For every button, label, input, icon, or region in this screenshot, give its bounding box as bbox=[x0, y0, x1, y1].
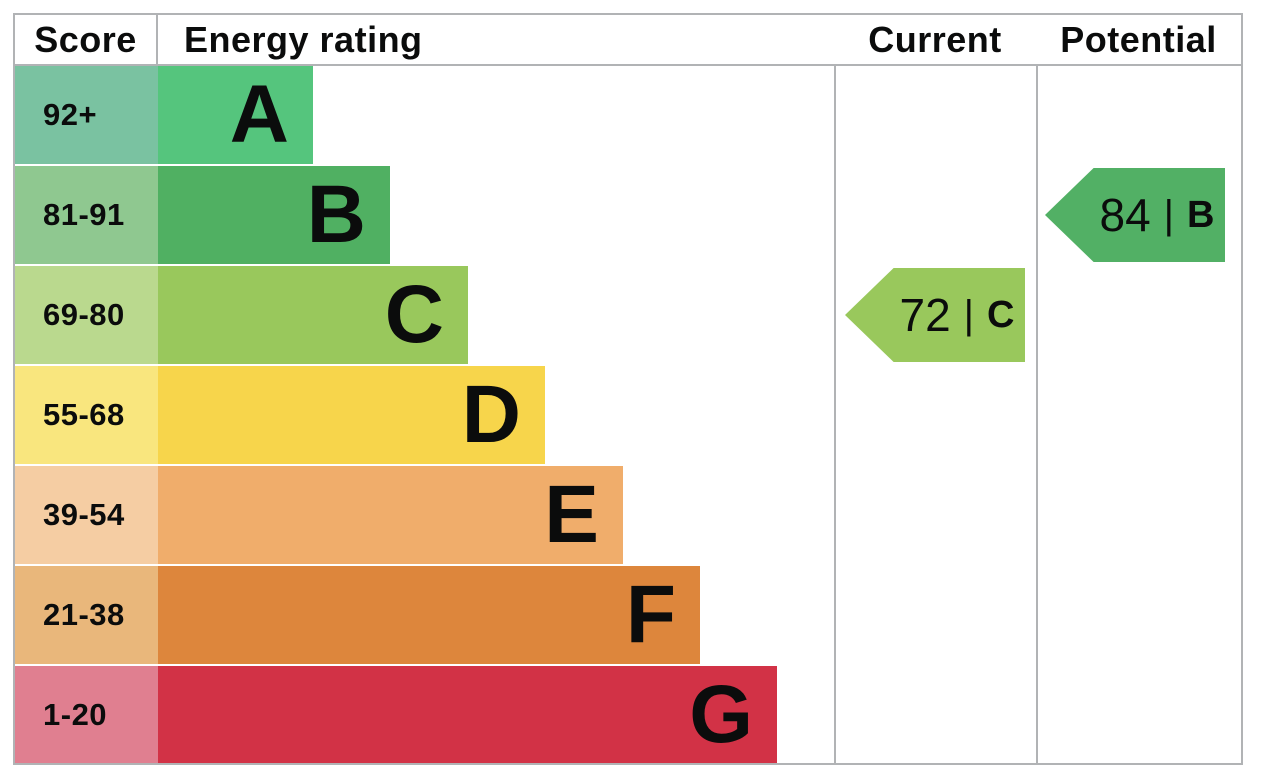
band-score-range: 21-38 bbox=[15, 566, 158, 664]
epc-chart: Score Energy rating Current Potential 92… bbox=[13, 13, 1243, 765]
rating-separator: | bbox=[1163, 192, 1175, 237]
band-score-range: 92+ bbox=[15, 66, 158, 164]
band-letter: A bbox=[229, 69, 289, 160]
header-potential-label: Potential bbox=[1060, 18, 1217, 60]
band-row: 21-38 F bbox=[15, 566, 1241, 666]
header-row: Score Energy rating Current Potential bbox=[15, 15, 1241, 66]
band-row: 1-20 G bbox=[15, 666, 1241, 763]
band-row: 39-54 E bbox=[15, 466, 1241, 566]
band-bar: D bbox=[158, 366, 545, 464]
band-bar: E bbox=[158, 466, 623, 564]
band-bar: A bbox=[158, 66, 313, 164]
band-letter: G bbox=[689, 669, 753, 760]
band-bar: G bbox=[158, 666, 777, 763]
band-letter: D bbox=[461, 369, 521, 460]
header-energy-rating-label: Energy rating bbox=[184, 18, 423, 60]
band-letter: C bbox=[384, 269, 444, 360]
rating-separator: | bbox=[963, 292, 975, 337]
band-row: 92+ A bbox=[15, 66, 1241, 166]
band-score-range: 81-91 bbox=[15, 166, 158, 264]
band-score-range: 69-80 bbox=[15, 266, 158, 364]
current-letter: C bbox=[987, 293, 1015, 336]
header-current-label: Current bbox=[868, 18, 1002, 60]
band-letter: B bbox=[306, 169, 366, 260]
header-score-label: Score bbox=[15, 15, 158, 64]
band-row: 55-68 D bbox=[15, 366, 1241, 466]
current-column-divider bbox=[834, 15, 836, 763]
current-value: 72 bbox=[899, 289, 951, 341]
potential-value: 84 bbox=[1099, 189, 1151, 241]
band-score-range: 39-54 bbox=[15, 466, 158, 564]
band-bar: B bbox=[158, 166, 390, 264]
band-score-range: 55-68 bbox=[15, 366, 158, 464]
band-letter: E bbox=[544, 469, 599, 560]
band-row: 69-80 C bbox=[15, 266, 1241, 366]
rating-bands: 92+ A 81-91 B 69-80 C 55-68 D 39-54 bbox=[15, 66, 1241, 763]
band-bar: C bbox=[158, 266, 468, 364]
band-row: 81-91 B bbox=[15, 166, 1241, 266]
band-score-range: 1-20 bbox=[15, 666, 158, 763]
band-letter: F bbox=[625, 569, 676, 660]
band-bar: F bbox=[158, 566, 700, 664]
potential-column-divider bbox=[1036, 15, 1038, 763]
potential-letter: B bbox=[1187, 193, 1215, 236]
